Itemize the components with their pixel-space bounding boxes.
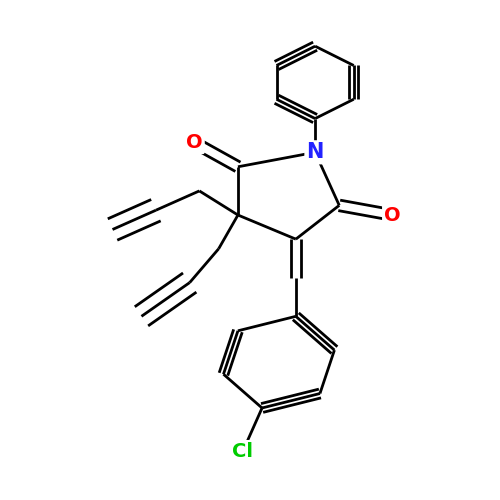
Text: O: O	[384, 206, 400, 225]
Text: Cl: Cl	[232, 442, 254, 461]
Text: N: N	[306, 142, 324, 163]
Text: O: O	[186, 133, 203, 152]
